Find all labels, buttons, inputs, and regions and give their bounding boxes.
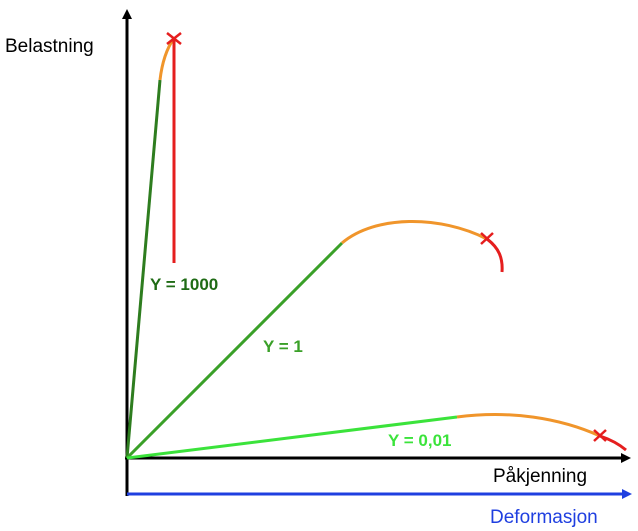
curve-y-0-01-elastic-segment (126, 415, 458, 460)
deformation-axis-label: Deformasjon (490, 507, 598, 528)
curve-y-1-elastic-segment (125, 241, 344, 460)
curve-y-1 (125, 220, 504, 460)
curve-y-1000 (125, 32, 182, 459)
curve-y-0-01-fracture-mark (593, 429, 607, 442)
curve-y-1-drop-segment (486, 237, 504, 273)
curve-y-1000-plastic-segment (158, 37, 176, 81)
curve-y-0-01 (126, 412, 627, 460)
curve-label-y-1: Y = 1 (263, 337, 303, 356)
y-axis-label: Belastning (5, 36, 94, 57)
curve-y-1-fracture-mark (480, 232, 494, 245)
curve-y-1000-fracture-mark (166, 32, 182, 45)
curve-y-1000-elastic-segment (125, 79, 162, 459)
curve-y-1-plastic-segment (341, 220, 488, 245)
curve-label-y-0-01: Y = 0,01 (388, 431, 452, 450)
curve-y-0-01-plastic-segment (456, 412, 601, 438)
x-axis-label: Påkjenning (493, 466, 587, 487)
curve-label-y-1000: Y = 1000 (150, 275, 218, 294)
